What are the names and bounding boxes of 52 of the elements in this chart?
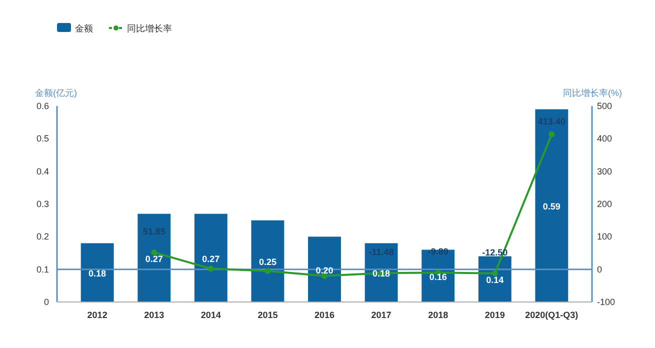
point (548, 131, 555, 138)
y-tick-label: 0.2 (36, 232, 49, 242)
data-label: 0.27 (202, 254, 220, 264)
bar (138, 214, 171, 302)
y-tick-label: 0.5 (36, 134, 49, 144)
data-label: 0.20 (316, 265, 334, 276)
data-label: 0.27 (145, 254, 163, 264)
x-tick-label: 2012 (87, 310, 108, 320)
point (208, 266, 214, 272)
bar (478, 256, 512, 302)
y-axis-title: 金额(亿元) (35, 88, 77, 98)
y-tick-label: 0 (44, 297, 49, 307)
data-label: 0.18 (88, 268, 106, 279)
legend-label: 金额 (75, 24, 93, 34)
bar (194, 214, 228, 302)
bar (535, 109, 568, 302)
y2-tick-label: 0 (597, 264, 602, 274)
y-tick-label: 0.6 (36, 101, 49, 111)
point (264, 268, 271, 274)
x-tick-label: 2017 (371, 310, 392, 320)
y-tick-label: 0.3 (36, 199, 49, 209)
x-tick-label: 2015 (258, 310, 278, 320)
data-label: 0.14 (486, 275, 504, 286)
data-label: 51.85 (142, 226, 166, 236)
y-tick-label: 0.4 (36, 166, 49, 176)
point (492, 270, 498, 276)
x-tick-label: 2014 (200, 310, 221, 320)
data-label: -11.48 (368, 247, 394, 258)
y2-tick-label: 100 (597, 232, 612, 242)
data-label: 0.25 (258, 257, 276, 268)
x-tick-label: 2013 (144, 310, 164, 320)
x-tick-label: 2020(Q1-Q3) (525, 310, 578, 320)
data-label: 413.40 (538, 116, 566, 126)
y2-tick-label: 500 (597, 101, 612, 111)
data-label: 0.18 (372, 268, 390, 279)
x-tick-label: 2016 (314, 310, 335, 320)
y2-tick-label: 200 (597, 199, 612, 209)
y2-tick-label: 300 (597, 166, 612, 176)
bar (80, 243, 114, 302)
bar (308, 236, 341, 302)
y-tick-label: 0.1 (36, 264, 49, 274)
y2-tick-label: -100 (597, 297, 616, 307)
point (151, 249, 158, 256)
x-tick-label: 2018 (428, 310, 448, 320)
x-tick-label: 2019 (484, 310, 505, 320)
data-label: 0.59 (542, 202, 560, 212)
bar (364, 243, 398, 302)
data-label: 0.16 (429, 272, 447, 282)
y2-axis-title: 同比增长率(%) (563, 88, 622, 98)
y2-tick-label: 400 (597, 134, 612, 144)
bar (251, 220, 284, 302)
legend-label: 同比增长率 (127, 24, 172, 34)
